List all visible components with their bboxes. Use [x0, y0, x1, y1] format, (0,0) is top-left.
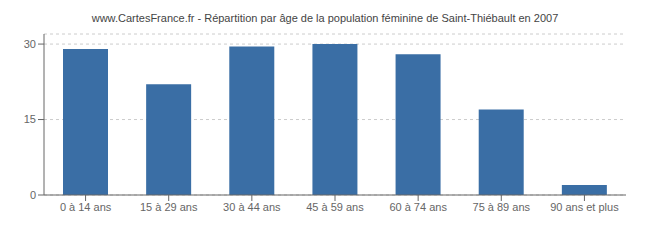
svg-text:90 ans et plus: 90 ans et plus	[550, 201, 619, 213]
svg-text:60 à 74 ans: 60 à 74 ans	[389, 201, 447, 213]
svg-text:15 à 29 ans: 15 à 29 ans	[140, 201, 198, 213]
svg-text:30: 30	[24, 38, 36, 50]
svg-text:30 à 44 ans: 30 à 44 ans	[223, 201, 281, 213]
svg-text:0: 0	[30, 189, 36, 201]
svg-text:0 à 14 ans: 0 à 14 ans	[60, 201, 112, 213]
svg-text:45 à 59 ans: 45 à 59 ans	[306, 201, 364, 213]
html-text:www.CartesFrance.fr - Répartit: www.CartesFrance.fr - Répartition par âg…	[91, 12, 559, 24]
svg-text:15: 15	[24, 113, 36, 125]
svg-text:75 à 89 ans: 75 à 89 ans	[473, 201, 531, 213]
